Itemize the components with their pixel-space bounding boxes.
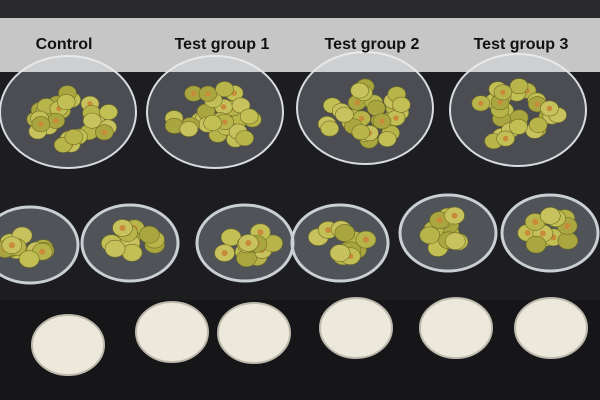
jar (398, 193, 498, 273)
pimento (39, 248, 46, 255)
jar-lid (419, 297, 493, 359)
pimento (190, 90, 197, 97)
pimento (53, 118, 59, 124)
pimento (546, 105, 553, 112)
lids-row (31, 297, 588, 376)
olive (377, 131, 397, 147)
olive (509, 118, 528, 135)
pimento (502, 135, 509, 142)
olive (334, 224, 356, 242)
jar (195, 203, 295, 283)
bowls-row (0, 51, 587, 169)
pimento (119, 224, 126, 231)
label-band (0, 18, 600, 72)
jar-lid (217, 302, 291, 364)
olive (392, 96, 411, 113)
olive (239, 108, 259, 125)
pimento (436, 217, 443, 224)
pimento (221, 250, 228, 257)
pimento (500, 89, 506, 96)
olive (215, 81, 234, 98)
olive (82, 112, 102, 129)
label-test-group-3: Test group 3 (473, 36, 569, 53)
pimento (245, 239, 252, 246)
olive (528, 117, 548, 133)
pimento (379, 118, 385, 125)
pimento (524, 229, 531, 236)
olive (444, 232, 466, 251)
olive (320, 120, 340, 137)
pimento (257, 229, 264, 236)
jars-row (0, 193, 600, 285)
pimento (564, 222, 571, 229)
pimento (220, 104, 227, 110)
olive (104, 239, 126, 258)
pimento (325, 226, 332, 233)
pimento (358, 115, 365, 122)
pimento (539, 230, 546, 237)
olive (329, 244, 351, 262)
pimento (534, 101, 540, 107)
jar (80, 203, 180, 283)
olive (509, 78, 529, 95)
pimento (101, 129, 108, 136)
bowl (146, 55, 284, 169)
jar (290, 203, 390, 283)
label-test-group-1: Test group 1 (174, 36, 270, 53)
olive (64, 129, 84, 145)
jar (500, 193, 600, 273)
pimento (393, 115, 399, 121)
olive (235, 130, 254, 147)
bowl (0, 55, 137, 169)
jar (0, 205, 80, 285)
bowl (296, 51, 434, 165)
olive (139, 225, 160, 244)
pimento (362, 236, 369, 243)
jar-lid (319, 297, 393, 359)
olive (335, 106, 354, 123)
jar-lid (514, 297, 588, 359)
pimento (451, 212, 458, 219)
olive (203, 115, 222, 131)
pimento (8, 242, 15, 249)
pimento (497, 99, 503, 105)
olive (179, 121, 199, 138)
olive (18, 250, 40, 268)
olive (419, 226, 441, 245)
olive (540, 207, 561, 225)
olive (557, 231, 579, 250)
pimento (38, 121, 44, 127)
olive (99, 104, 118, 121)
olive (351, 124, 371, 141)
jar-mouth (290, 203, 390, 283)
pimento (478, 100, 484, 107)
pimento (532, 218, 539, 225)
label-control: Control (35, 36, 93, 53)
jar-lid (135, 301, 209, 363)
jar-lid (31, 314, 105, 376)
olive (56, 94, 76, 110)
label-test-group-2: Test group 2 (324, 36, 420, 53)
pimento (222, 119, 228, 125)
olive (350, 82, 369, 99)
olive (525, 235, 547, 254)
pimento (354, 99, 360, 106)
pimento (205, 91, 211, 97)
